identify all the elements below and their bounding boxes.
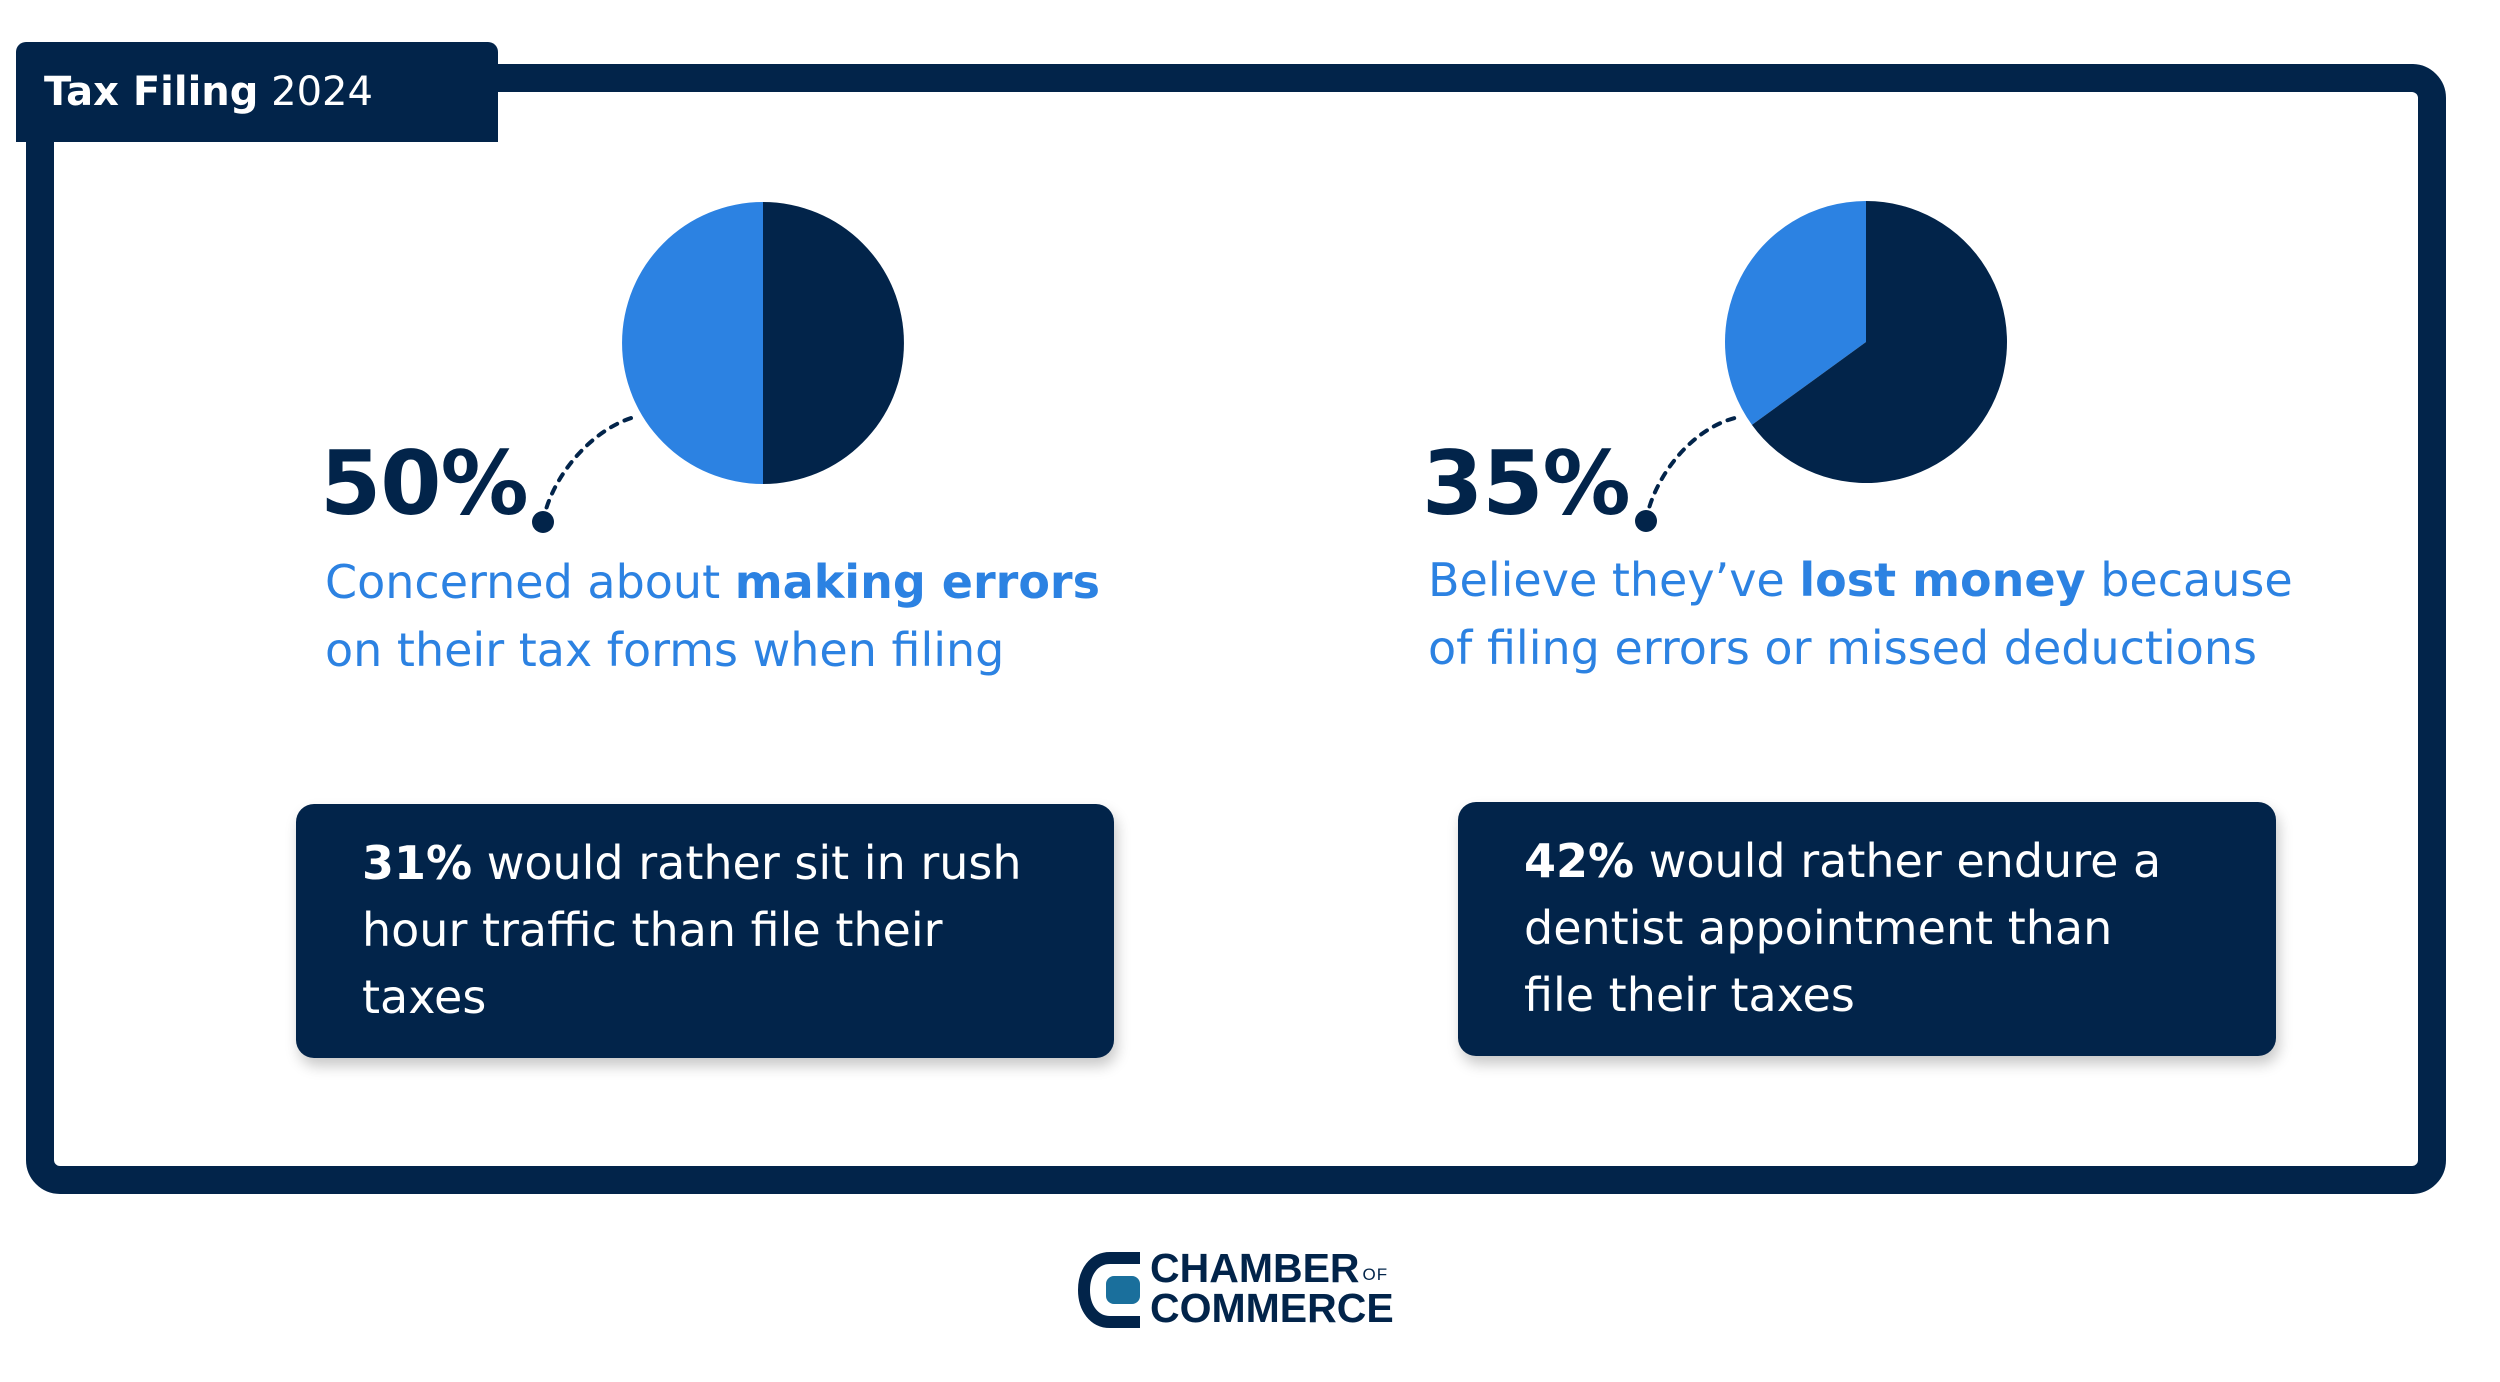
- pie-slice-highlight: [1725, 201, 1866, 425]
- pie-chart-lost-money: [1725, 201, 2007, 483]
- pie-slice-remainder: [763, 202, 904, 484]
- pie-slice-highlight: [622, 202, 763, 484]
- stat-35-percent: 35%: [1422, 432, 1631, 535]
- card-stat: 31%: [362, 836, 473, 890]
- pie-slice-remainder: [1751, 201, 2007, 483]
- card-stat: 42%: [1524, 834, 1635, 888]
- header-tab: Tax Filing 2024: [16, 42, 498, 142]
- header-title: Tax Filing: [44, 69, 259, 115]
- chamber-of-commerce-logo: CHAMBER OF COMMERCE: [1076, 1248, 1456, 1332]
- stat-card-traffic: 31% would rather sit in rush hour traffi…: [296, 804, 1114, 1058]
- description-lost-money: Believe they’ve lost money because of fi…: [1428, 553, 2293, 675]
- logo-word-chamber: CHAMBER: [1150, 1245, 1360, 1291]
- leader-line-2: [1635, 415, 1741, 532]
- logo-word-commerce: COMMERCE: [1150, 1285, 1394, 1331]
- header-year: 2024: [271, 69, 373, 115]
- leader-line-1: [532, 414, 640, 533]
- pie-chart-errors: [622, 202, 904, 484]
- stat-50-percent: 50%: [320, 432, 529, 535]
- description-errors: Concerned about making errors on their t…: [325, 555, 1100, 677]
- logo-word-of: OF: [1362, 1265, 1389, 1284]
- chamber-c-logo-icon: [1077, 1252, 1140, 1328]
- stat-card-dentist: 42% would rather endure a dentist appoin…: [1458, 802, 2276, 1056]
